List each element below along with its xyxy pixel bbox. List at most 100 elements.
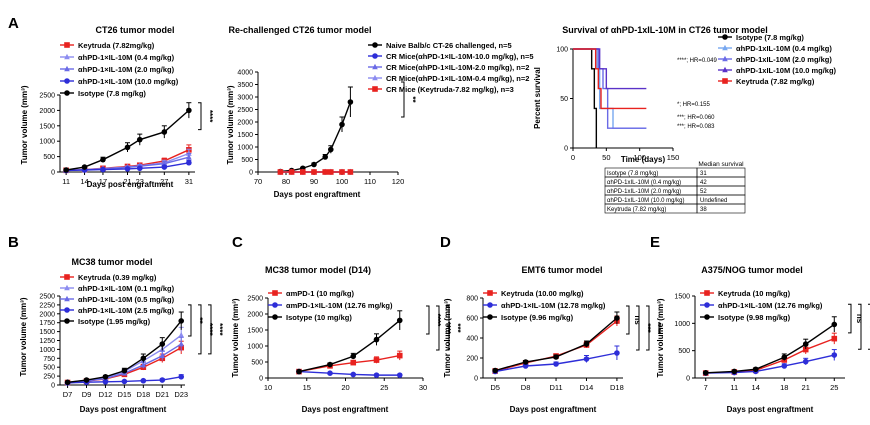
x-tick-label: D23 — [174, 390, 188, 399]
y-tick-label: 50 — [560, 96, 568, 103]
series-line — [298, 319, 401, 373]
chart-title: EMT6 tumor model — [521, 265, 602, 275]
legend-marker — [372, 74, 378, 81]
panel-letter-A: A — [8, 15, 19, 32]
survival-curve — [573, 48, 647, 110]
legend-label: αhPD-1×IL-10M (2.0 mg/kg) — [78, 65, 175, 74]
series-2: Isotype (9.96 mg/kg) — [483, 311, 620, 374]
legend-label: Keytruda (10.00 mg/kg) — [501, 289, 584, 298]
legend-marker — [272, 302, 278, 308]
y-tick-label: 0 — [249, 170, 253, 177]
legend-label: αhPD-1×IL-10M (12.78 mg/kg) — [501, 301, 606, 310]
y-tick-label: 0 — [686, 376, 690, 383]
significance-label: ****; HR=0.049 — [677, 58, 718, 64]
legend-label: Isotype (7.8 mg/kg) — [78, 89, 146, 98]
legend-label: αhPD-1xIL-10M (10.0 mg/kg) — [736, 66, 837, 75]
significance-bracket — [208, 304, 212, 355]
legend-marker — [372, 86, 378, 92]
x-axis-label: Days post engraftment — [80, 405, 167, 414]
y-tick-label: 2500 — [39, 294, 55, 301]
data-point — [322, 154, 329, 160]
chart-C: 10 15 20 25 30 0 500 1000 1500 2000 2500 MC38 tumor… — [231, 265, 462, 414]
y-axis-label: Tumor volume (mm³) — [20, 85, 29, 164]
data-point — [350, 359, 357, 366]
series-2: αhPD-1xIL-10M (2.0 mg/kg) — [573, 48, 832, 129]
y-tick-label: 2000 — [39, 311, 55, 318]
data-point — [140, 361, 147, 368]
y-tick-label: 1750 — [39, 320, 55, 327]
x-tick-label: 27 — [160, 177, 168, 186]
significance-bracket — [426, 305, 430, 335]
y-tick-label: 800 — [466, 296, 478, 303]
significance-label: **** — [653, 322, 662, 335]
data-point — [83, 377, 90, 383]
y-tick-label: 2000 — [237, 120, 253, 127]
y-tick-label: 1000 — [674, 321, 690, 328]
data-point — [159, 377, 166, 383]
x-axis-label: Days post engraftment — [87, 180, 174, 189]
legend-marker — [704, 302, 710, 308]
legend-marker — [64, 307, 70, 313]
data-point — [553, 361, 559, 367]
legend-marker — [64, 53, 70, 60]
data-point — [121, 378, 128, 385]
chart-A1: 11 14 17 21 23 27 31 0 500 1000 1500 2000 2500 CT26 t… — [20, 25, 214, 189]
data-point — [553, 354, 559, 360]
series-line — [705, 337, 835, 374]
legend-label: αhPD-1xIL-10M (0.4 mg/kg) — [736, 44, 832, 53]
y-tick-label: 750 — [43, 356, 55, 363]
significance-label: ns — [855, 314, 864, 324]
x-tick-label: 30 — [419, 383, 427, 392]
data-point — [277, 169, 284, 175]
data-point — [831, 335, 838, 342]
data-point — [752, 366, 759, 373]
legend-label: CR Mice(αhPD-1×IL-10M-2.0 mg/kg), n=2 — [386, 63, 529, 72]
data-point — [296, 368, 302, 375]
data-point — [186, 153, 192, 160]
data-point — [831, 352, 838, 358]
significance-label: ***; HR=0.083 — [677, 124, 715, 130]
data-point — [102, 378, 109, 385]
data-point — [136, 136, 143, 143]
legend-label: αhPD-1×IL-10M (0.1 mg/kg) — [78, 284, 175, 293]
chart-title: CT26 tumor model — [95, 25, 174, 35]
data-point — [522, 359, 529, 365]
significance-label: ns — [633, 315, 642, 325]
chart-title: MC38 tumor model (D14) — [265, 265, 371, 275]
legend-label: αhPD-1×IL-10M (0.5 mg/kg) — [78, 295, 175, 304]
data-point — [140, 355, 147, 362]
data-point — [300, 169, 306, 175]
y-tick-label: 1250 — [39, 338, 55, 345]
x-tick-label: 80 — [282, 177, 290, 186]
y-tick-label: 600 — [466, 316, 478, 323]
x-tick-label: D8 — [521, 383, 531, 392]
legend-marker — [722, 34, 728, 40]
y-tick-label: 250 — [43, 374, 55, 381]
x-tick-label: 70 — [254, 177, 262, 186]
data-point — [161, 129, 168, 135]
legend-marker — [722, 44, 728, 51]
data-point — [64, 379, 71, 386]
legend-marker — [372, 53, 378, 59]
y-tick-label: 3000 — [237, 95, 253, 102]
data-point — [614, 315, 620, 321]
data-point — [311, 169, 317, 175]
legend-label: αmPD-1×IL-10M (12.76 mg/kg) — [286, 301, 393, 310]
y-tick-label: 1500 — [39, 123, 55, 130]
data-point — [178, 340, 185, 347]
x-tick-label: 25 — [830, 383, 838, 392]
data-point — [327, 370, 333, 377]
data-point — [178, 374, 185, 380]
x-tick-label: 90 — [310, 177, 318, 186]
data-point — [328, 146, 334, 153]
x-axis-label: Days post engraftment — [510, 405, 597, 414]
data-point — [186, 159, 192, 166]
y-tick-label: 1500 — [247, 328, 263, 335]
y-axis-label: Tumor volume (mm³) — [226, 85, 235, 164]
legend-label: CR Mice(αhPD-1×IL-10M-10.0 mg/kg), n=5 — [386, 52, 534, 61]
x-tick-label: D5 — [490, 383, 500, 392]
legend-label: αhPD-1×IL-10M (12.76 mg/kg) — [718, 301, 823, 310]
data-point — [492, 367, 498, 374]
